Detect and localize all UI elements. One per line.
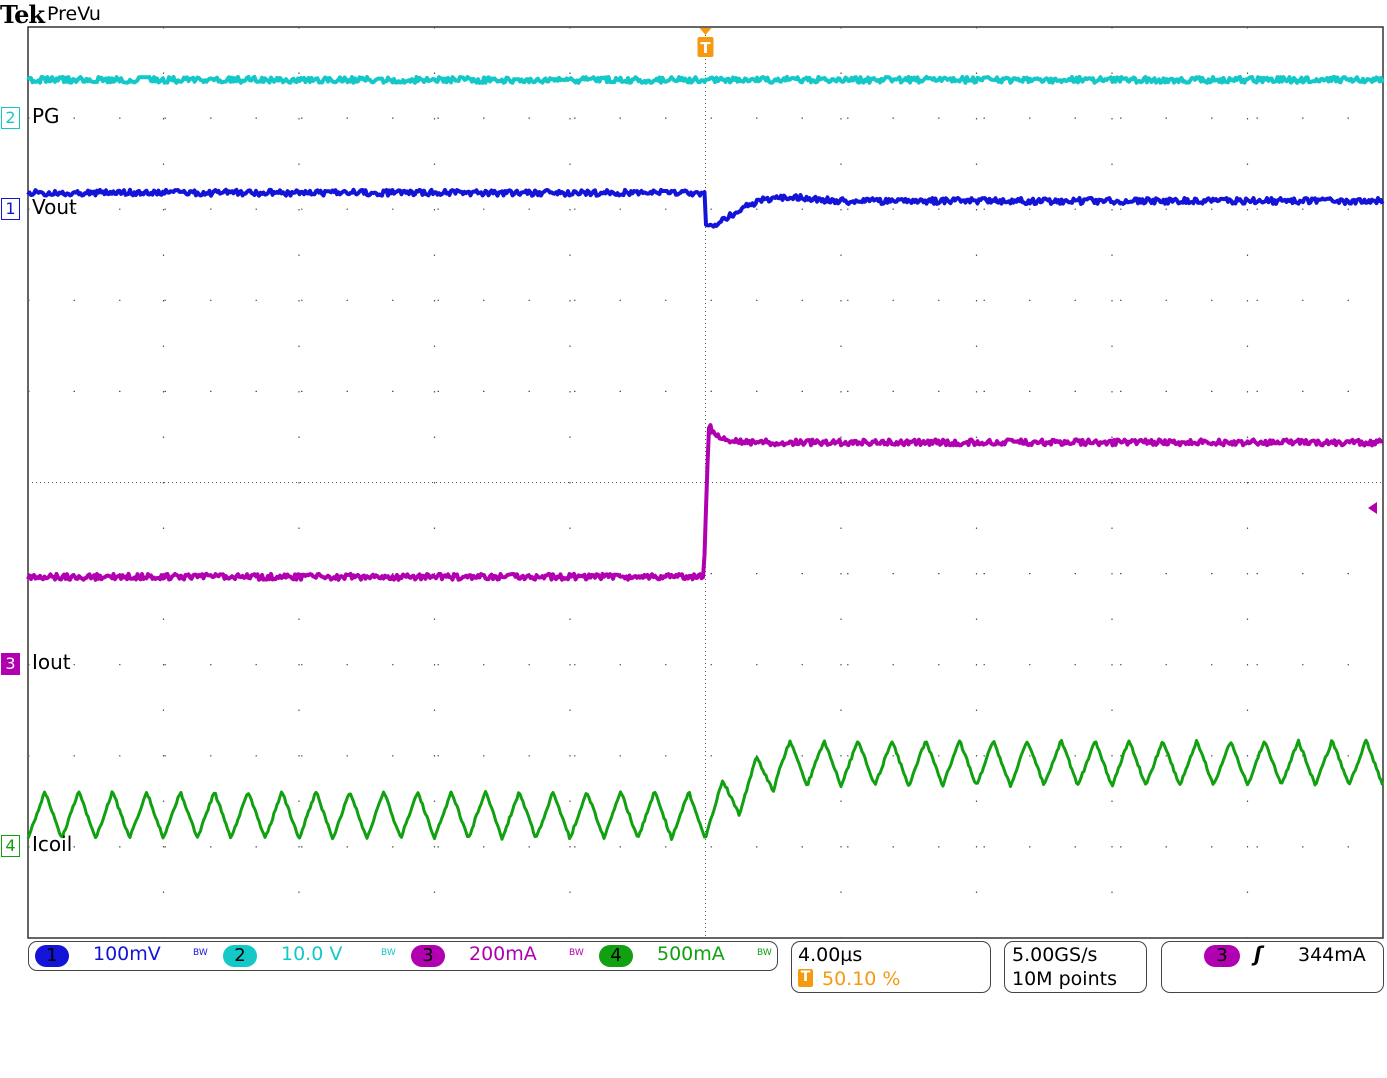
channel-4-label: Icoil bbox=[32, 832, 72, 856]
channel-2-badge[interactable]: 2 bbox=[223, 945, 257, 967]
channel-1-badge[interactable]: 1 bbox=[35, 945, 69, 967]
trigger-time-marker-label: T bbox=[700, 39, 711, 57]
channel-4-scale[interactable]: 500mA bbox=[657, 943, 725, 965]
channel-2-marker[interactable]: 2 bbox=[1, 107, 20, 129]
waveform-plot: T bbox=[0, 0, 1387, 1078]
channel-1-label: Vout bbox=[32, 195, 77, 219]
trace-iout bbox=[28, 425, 1383, 580]
channel-1-marker[interactable]: 1 bbox=[1, 198, 20, 220]
bandwidth-limit-icon: BW bbox=[381, 948, 396, 958]
acquisition-mode: PreVu bbox=[47, 3, 101, 25]
trigger-box[interactable]: 3 ʃ 344mA bbox=[1161, 941, 1384, 993]
channel-3-scale[interactable]: 200mA bbox=[469, 943, 537, 965]
trigger-source-badge: 3 bbox=[1204, 945, 1240, 967]
channel-3-badge[interactable]: 3 bbox=[411, 945, 445, 967]
timebase-box[interactable]: 4.00µs T 50.10 % bbox=[791, 941, 991, 993]
channel-1-scale[interactable]: 100mV bbox=[93, 943, 161, 965]
brand-logo: Tek bbox=[0, 0, 44, 29]
oscilloscope-screen: T Tek PreVu 2 PG 1 Vout 3 Iout 4 Icoil 1 10… bbox=[0, 0, 1387, 1078]
timebase-scale: 4.00µs bbox=[798, 944, 862, 966]
sample-rate: 5.00GS/s bbox=[1012, 944, 1097, 966]
rising-edge-icon: ʃ bbox=[1254, 942, 1262, 966]
acquisition-box[interactable]: 5.00GS/s 10M points bbox=[1004, 941, 1147, 993]
trigger-level-arrow bbox=[1368, 502, 1377, 514]
trigger-time-arrow bbox=[700, 28, 712, 35]
trace-pg bbox=[28, 77, 1383, 83]
channel-3-label: Iout bbox=[32, 650, 71, 674]
trace-vout bbox=[28, 190, 1383, 227]
record-length: 10M points bbox=[1012, 968, 1117, 990]
channel-2-scale[interactable]: 10.0 V bbox=[281, 943, 342, 965]
channel-4-badge[interactable]: 4 bbox=[599, 945, 633, 967]
bandwidth-limit-icon: BW bbox=[193, 948, 208, 958]
channel-4-marker[interactable]: 4 bbox=[1, 835, 20, 857]
bandwidth-limit-icon: BW bbox=[757, 948, 772, 958]
channel-scale-bar: 1 100mV BW 2 10.0 V BW 3 200mA BW 4 500mA B… bbox=[28, 941, 778, 971]
channel-3-marker[interactable]: 3 bbox=[1, 653, 20, 675]
trigger-level: 344mA bbox=[1298, 944, 1366, 966]
trigger-position: 50.10 % bbox=[822, 968, 901, 990]
channel-2-label: PG bbox=[32, 104, 60, 128]
trigger-position-icon: T bbox=[798, 969, 813, 987]
bandwidth-limit-icon: BW bbox=[569, 948, 584, 958]
